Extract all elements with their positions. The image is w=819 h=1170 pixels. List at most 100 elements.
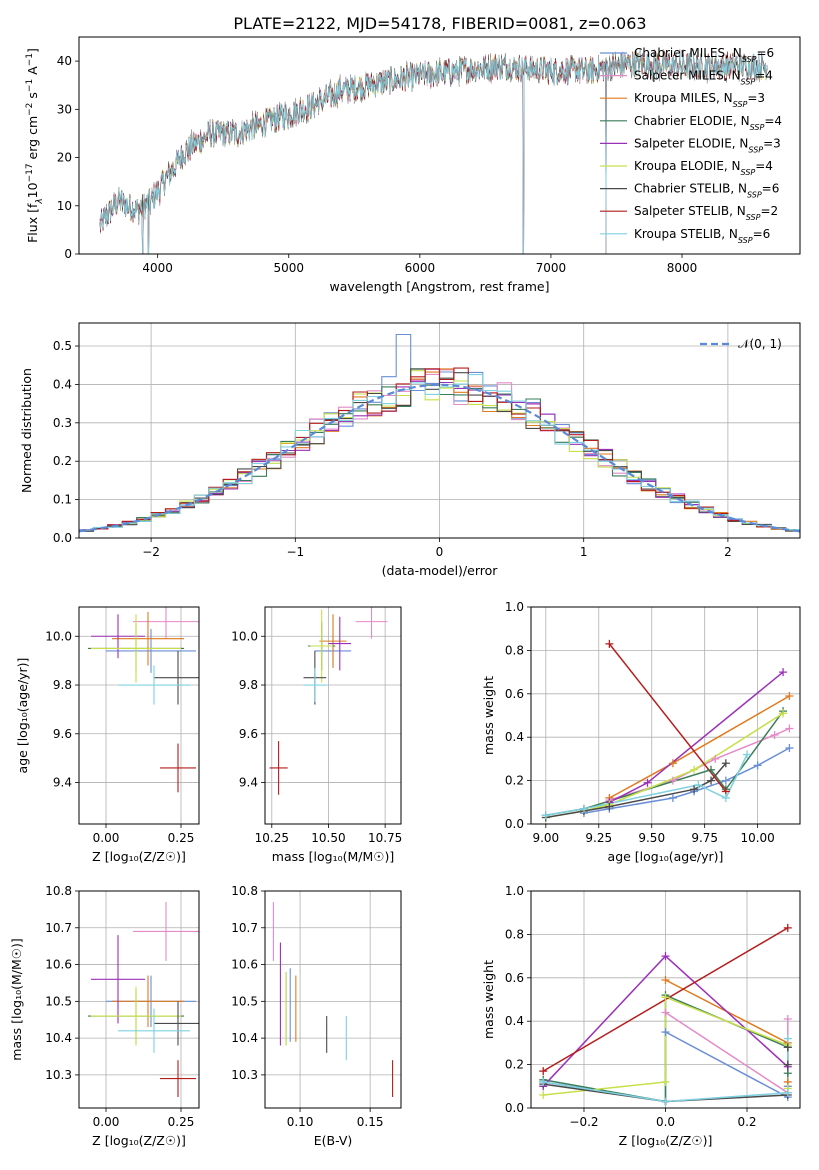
y-tick-label: 10.6 [45,958,72,972]
data-point-marker [743,750,752,759]
x-axis-label: Z [log₁₀(Z/Z☉)] [92,849,186,864]
legend-subscript: SSP [746,213,761,222]
legend-label: Salpeter STELIB, N [634,204,746,218]
legend-count: 3 [773,136,781,150]
legend-eq: = [755,69,765,83]
x-tick-label: 8000 [667,261,698,275]
axes-frame [78,36,801,255]
data-point-marker [785,744,794,753]
y-tick-label: 1.0 [505,600,524,614]
data-point-marker [753,761,762,770]
plot-area [531,607,800,824]
legend-count: 4 [765,69,773,83]
y-axis-label-part: erg cm [25,116,40,164]
y-axis-label-part: −1 [25,79,35,92]
data-point-marker [541,811,550,820]
y-tick-label: 9.8 [239,678,258,692]
legend-count: 6 [767,46,775,60]
legend-subscript: SSP [750,122,765,131]
x-tick-label: −1 [286,545,304,559]
y-tick-label: 9.4 [239,776,258,790]
y-tick-label: 0.2 [53,454,72,468]
legend-count: 4 [765,159,773,173]
data-point-marker [579,804,588,813]
data-point-marker [539,1077,548,1086]
y-tick-label: 10.5 [45,994,72,1008]
data-point-marker [690,765,699,774]
y-tick-label: 0.0 [53,531,72,545]
data-point-marker [661,952,670,961]
y-tick-label: 20 [57,151,72,165]
axes-frame [530,606,801,825]
y-axis-label-part: 10 [25,182,40,198]
x-tick-label: −0.2 [569,1115,598,1129]
data-point-marker [694,780,703,789]
mass-weight-series [608,643,727,792]
data-point-marker [770,731,779,740]
y-axis-label: Flux [fλ10−17 erg cm−2 s−1 A−1] [25,48,45,243]
x-tick-label: 10.00 [740,831,774,845]
y-axis-label: mass weight [481,960,496,1039]
plot-area [99,48,768,254]
y-tick-label: 9.6 [53,727,72,741]
axes-frame [78,322,801,539]
x-axis-label: wavelength [Angstrom, rest frame] [329,279,549,294]
legend-label: Chabrier ELODIE, N [634,114,750,128]
data-point-marker [783,1043,792,1052]
y-tick-label: 0.8 [505,927,524,941]
legend-count: 4 [774,114,782,128]
y-axis-label-part: Flux [f [25,203,40,243]
y-axis-label-part: ] [25,48,40,53]
legend-subscript: SSP [742,55,757,64]
y-axis-label: age [log₁₀(age/yr)] [15,658,30,774]
x-tick-label: 10.75 [368,831,402,845]
y-axis-label: mass weight [481,676,496,755]
axes-weight_vs_age: 9.00 9.25 9.50 9.75 10.00 0.0 0.2 0.4 0.6 0.8 1.0 a… [481,600,801,864]
legend-entry: Chabrier MILES, NSSP=6 [634,46,774,64]
data-point-marker [661,1077,670,1086]
legend: Chabrier MILES, NSSP=6 Salpeter MILES, NS… [600,46,782,244]
legend-eq: = [756,46,766,60]
legend-eq: = [760,204,770,218]
normal-curve [79,383,800,533]
y-axis-label-part: s [25,92,40,103]
y-tick-label: 0.4 [53,377,72,391]
axes-frame [264,606,402,825]
figure-title: PLATE=2122, MJD=54178, FIBERID=0081, z=0… [233,14,646,33]
legend-entry: Salpeter ELODIE, NSSP=3 [634,136,781,154]
y-tick-label: 0 [64,247,72,261]
y-tick-label: 0.8 [505,643,524,657]
data-point-marker [785,691,794,700]
legend-eq: = [747,91,757,105]
axes-frame [78,890,200,1109]
y-tick-label: 1.0 [505,884,524,898]
data-point-marker [661,1097,670,1106]
data-point-marker [661,975,670,984]
y-tick-label: 10.7 [45,921,72,935]
legend-subscript: SSP [738,235,753,244]
data-point-marker [783,923,792,932]
x-tick-label: 9.50 [638,831,665,845]
legend-entry: Salpeter STELIB, NSSP=2 [634,204,778,222]
data-point-marker [785,724,794,733]
legend-count: 6 [772,182,780,196]
legend-eq: = [764,114,774,128]
data-point-marker [783,1088,792,1097]
data-point-marker [605,639,614,648]
y-tick-label: 10.8 [231,884,258,898]
legend-entry: Salpeter MILES, NSSP=4 [634,69,773,87]
y-tick-label: 9.8 [53,678,72,692]
axes-residuals: −2 −1 0 1 2 0.0 0.1 0.2 0.3 0.4 0.5 (data-model)/er… [19,322,801,578]
legend-label: 𝒩(0, 1) [738,337,782,351]
plot-area [265,891,401,1108]
axes-age_vs_mass: 10.25 10.50 10.75 9.4 9.6 9.8 10.0 mass [log₁₀(… [231,606,402,864]
data-point-marker [643,778,652,787]
data-point-marker [661,1008,670,1017]
y-tick-label: 0.5 [53,339,72,353]
data-point-marker [707,765,716,774]
axes-frame [264,890,402,1109]
y-tick-label: 0.2 [505,1058,524,1072]
residual-histogram [79,374,800,533]
plot-area [265,607,401,824]
